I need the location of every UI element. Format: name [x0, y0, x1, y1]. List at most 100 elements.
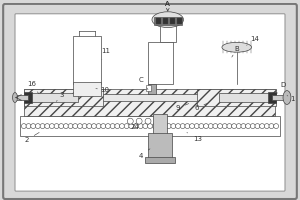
Circle shape	[101, 124, 106, 129]
Circle shape	[264, 124, 269, 129]
Bar	[219, 93, 276, 102]
Bar	[24, 89, 275, 116]
Text: A: A	[165, 1, 170, 11]
Circle shape	[119, 124, 124, 129]
Circle shape	[92, 124, 96, 129]
Bar	[24, 92, 32, 103]
Ellipse shape	[13, 93, 17, 102]
Circle shape	[129, 124, 134, 129]
Circle shape	[199, 124, 204, 129]
Bar	[20, 116, 280, 136]
Circle shape	[134, 124, 138, 129]
Circle shape	[152, 124, 157, 129]
Circle shape	[136, 118, 142, 124]
Bar	[148, 42, 173, 84]
Circle shape	[166, 124, 171, 129]
Circle shape	[241, 124, 246, 129]
Circle shape	[50, 124, 54, 129]
Text: 2: 2	[25, 132, 39, 143]
Circle shape	[68, 124, 73, 129]
Bar	[160, 21, 176, 42]
Circle shape	[106, 124, 110, 129]
Circle shape	[246, 124, 250, 129]
Circle shape	[232, 124, 237, 129]
Ellipse shape	[152, 12, 184, 28]
Circle shape	[260, 124, 265, 129]
Bar	[73, 82, 101, 96]
Circle shape	[162, 124, 167, 129]
Circle shape	[77, 124, 83, 129]
Circle shape	[54, 124, 59, 129]
Text: 3: 3	[56, 92, 64, 101]
Circle shape	[127, 118, 133, 124]
Circle shape	[115, 124, 120, 129]
Text: 14: 14	[247, 36, 259, 45]
Circle shape	[269, 124, 274, 129]
Bar	[16, 95, 28, 100]
Circle shape	[218, 124, 223, 129]
Bar	[148, 84, 156, 94]
Bar	[272, 95, 286, 100]
Circle shape	[45, 124, 50, 129]
Circle shape	[82, 124, 87, 129]
Circle shape	[222, 124, 227, 129]
Circle shape	[145, 118, 151, 124]
Bar	[153, 114, 167, 136]
Text: 9: 9	[175, 104, 189, 111]
Circle shape	[87, 124, 92, 129]
Circle shape	[96, 124, 101, 129]
Circle shape	[255, 124, 260, 129]
FancyBboxPatch shape	[15, 14, 285, 191]
Bar	[148, 133, 172, 161]
Circle shape	[194, 124, 199, 129]
Text: A: A	[165, 1, 170, 7]
Circle shape	[31, 124, 36, 129]
Circle shape	[236, 124, 241, 129]
Text: B: B	[232, 46, 239, 57]
Circle shape	[21, 124, 26, 129]
Circle shape	[40, 124, 45, 129]
Bar	[197, 89, 276, 106]
Bar	[156, 18, 161, 24]
Bar	[24, 89, 103, 106]
Text: 13: 13	[187, 132, 202, 142]
Circle shape	[227, 124, 232, 129]
Text: 6: 6	[194, 104, 207, 111]
Circle shape	[208, 124, 213, 129]
Text: 16: 16	[27, 81, 39, 94]
Bar	[268, 92, 276, 103]
Circle shape	[274, 124, 279, 129]
Circle shape	[35, 124, 40, 129]
Ellipse shape	[222, 42, 251, 52]
Text: 24: 24	[131, 123, 140, 130]
Bar	[24, 93, 78, 102]
Circle shape	[190, 124, 194, 129]
Bar	[163, 18, 168, 24]
Circle shape	[180, 124, 185, 129]
Circle shape	[157, 124, 162, 129]
Circle shape	[138, 124, 143, 129]
Bar	[170, 18, 175, 24]
Circle shape	[148, 124, 152, 129]
Text: 1: 1	[287, 96, 295, 102]
Circle shape	[63, 124, 68, 129]
Text: 10: 10	[96, 87, 109, 93]
Circle shape	[143, 124, 148, 129]
Text: 4: 4	[139, 149, 150, 159]
Circle shape	[250, 124, 255, 129]
Circle shape	[171, 124, 176, 129]
Circle shape	[26, 124, 31, 129]
Circle shape	[59, 124, 64, 129]
Bar	[24, 94, 275, 101]
Circle shape	[110, 124, 115, 129]
Text: C: C	[139, 77, 148, 90]
Circle shape	[73, 124, 78, 129]
Bar	[154, 17, 182, 25]
Circle shape	[185, 124, 190, 129]
Bar	[145, 157, 175, 163]
Circle shape	[176, 124, 181, 129]
Bar	[177, 18, 182, 24]
Circle shape	[213, 124, 218, 129]
FancyBboxPatch shape	[3, 4, 297, 199]
Circle shape	[204, 124, 208, 129]
